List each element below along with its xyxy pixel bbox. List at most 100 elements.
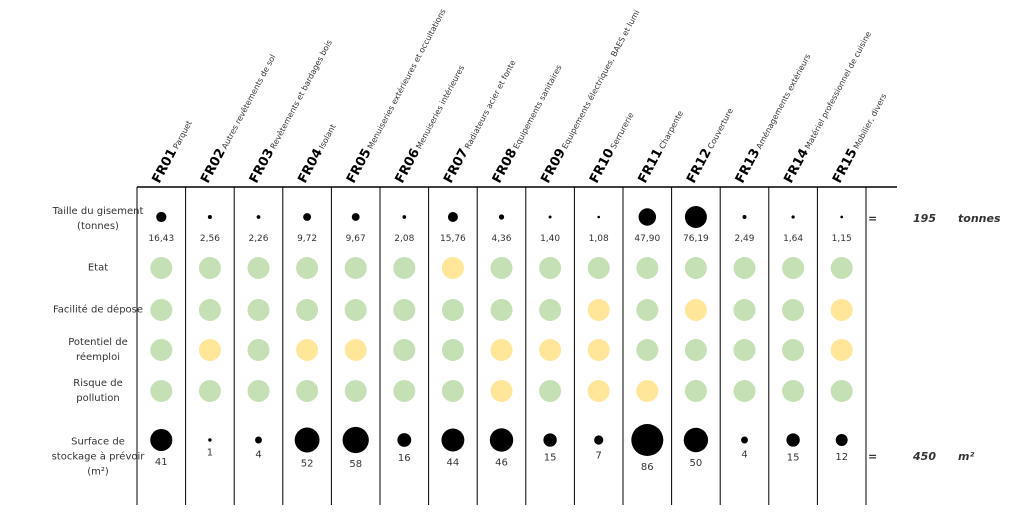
- column-label: Equipements sanitaires: [512, 63, 564, 150]
- rating-dot: [490, 257, 513, 279]
- rating-dot: [150, 339, 173, 361]
- rating-dot: [539, 380, 562, 402]
- rating-dot: [150, 257, 173, 279]
- rating-dot: [247, 339, 270, 361]
- column-label: Equipements électriques, BAES et lumi: [559, 8, 641, 150]
- rating-dot: [830, 339, 853, 361]
- size-bubble: [638, 208, 657, 226]
- column-label: Isolant: [317, 123, 338, 151]
- rating-dot: [782, 299, 805, 321]
- value-label: 15: [787, 453, 800, 464]
- total-unit: m²: [958, 450, 974, 463]
- column-code: FR02: [198, 146, 229, 186]
- value-label: 1,40: [540, 234, 560, 244]
- value-label: 1,08: [589, 234, 609, 244]
- column-label: Autres revêtements de sol: [219, 53, 277, 151]
- row-label: Surface de stockage à prévoir (m²): [51, 436, 145, 478]
- size-bubble: [342, 426, 369, 454]
- value-label: 12: [835, 452, 848, 463]
- value-label: 76,19: [683, 234, 709, 244]
- row-label: Taille du gisement (tonnes): [52, 206, 144, 232]
- rating-dot: [441, 339, 464, 361]
- rating-dot: [150, 299, 173, 321]
- rating-dot: [247, 257, 270, 279]
- column-label: Parquet: [171, 119, 193, 150]
- size-bubble: [742, 215, 747, 219]
- rating-dot: [636, 380, 659, 402]
- value-label: 2,26: [248, 234, 268, 244]
- rating-dot: [344, 257, 367, 279]
- column-label: Menuiseries intérieures: [414, 63, 467, 150]
- rating-dot: [587, 380, 610, 402]
- rating-dot: [198, 339, 221, 361]
- size-bubble: [543, 433, 557, 447]
- column-header: FR15Mobilier, divers: [830, 90, 890, 186]
- size-bubble: [840, 215, 844, 219]
- value-label: 46: [495, 458, 508, 469]
- value-label: 1: [207, 448, 213, 459]
- column-code: FR09: [538, 146, 569, 186]
- size-bubble: [684, 206, 707, 228]
- rating-dot: [587, 339, 610, 361]
- value-label: 1,15: [832, 234, 852, 244]
- total-unit: tonnes: [958, 212, 1001, 225]
- rating-dot: [733, 339, 756, 361]
- total-sign: =: [868, 450, 877, 463]
- column-code: FR08: [490, 146, 521, 186]
- size-bubble: [489, 428, 514, 452]
- value-label: 15: [544, 453, 557, 464]
- rating-dot: [393, 380, 416, 402]
- column-label: Couverture: [706, 107, 735, 151]
- value-label: 2,49: [734, 234, 754, 244]
- rating-dot: [490, 380, 513, 402]
- size-bubble: [207, 214, 212, 220]
- row-label: Risque de pollution: [73, 378, 123, 404]
- size-bubble: [255, 436, 262, 444]
- value-label: 4: [741, 449, 747, 460]
- column-header: FR04Isolant: [295, 121, 339, 186]
- rating-dot: [393, 339, 416, 361]
- rating-dot: [587, 299, 610, 321]
- value-label: 58: [349, 459, 362, 470]
- column-header: FR11Charpente: [636, 107, 687, 186]
- column-code: FR11: [636, 146, 667, 186]
- size-bubble: [741, 436, 748, 444]
- size-bubble: [156, 211, 167, 223]
- rating-dot: [782, 257, 805, 279]
- column-label: Serrurerie: [609, 111, 636, 151]
- rating-dot: [198, 299, 221, 321]
- value-label: 9,72: [297, 234, 317, 244]
- rating-dot: [636, 339, 659, 361]
- row-label: Etat: [87, 262, 109, 274]
- rating-dot: [830, 299, 853, 321]
- rating-dot: [296, 339, 319, 361]
- column-code: FR07: [441, 146, 472, 186]
- rating-dot: [782, 380, 805, 402]
- rating-dot: [344, 339, 367, 361]
- rating-dot: [830, 380, 853, 402]
- rating-dot: [733, 299, 756, 321]
- size-bubble: [786, 433, 800, 447]
- size-bubble: [631, 424, 664, 456]
- value-label: 44: [447, 457, 460, 468]
- value-label: 15,76: [440, 234, 466, 244]
- rating-dot: [150, 380, 173, 402]
- value-label: 2,56: [200, 234, 220, 244]
- column-code: FR03: [247, 146, 278, 186]
- value-label: 9,67: [346, 234, 366, 244]
- total-sign: =: [868, 212, 877, 225]
- rating-dot: [198, 380, 221, 402]
- rating-dot: [198, 257, 221, 279]
- rating-dot: [490, 339, 513, 361]
- size-bubble: [441, 428, 465, 452]
- column-label: Mobilier, divers: [852, 92, 889, 150]
- row-label: Facilité de dépose: [52, 304, 144, 316]
- size-bubble: [548, 215, 552, 219]
- column-code: FR01: [150, 146, 181, 186]
- column-code: FR06: [393, 146, 424, 186]
- column-code: FR15: [830, 146, 861, 186]
- rating-dot: [636, 257, 659, 279]
- value-label: 41: [155, 457, 168, 468]
